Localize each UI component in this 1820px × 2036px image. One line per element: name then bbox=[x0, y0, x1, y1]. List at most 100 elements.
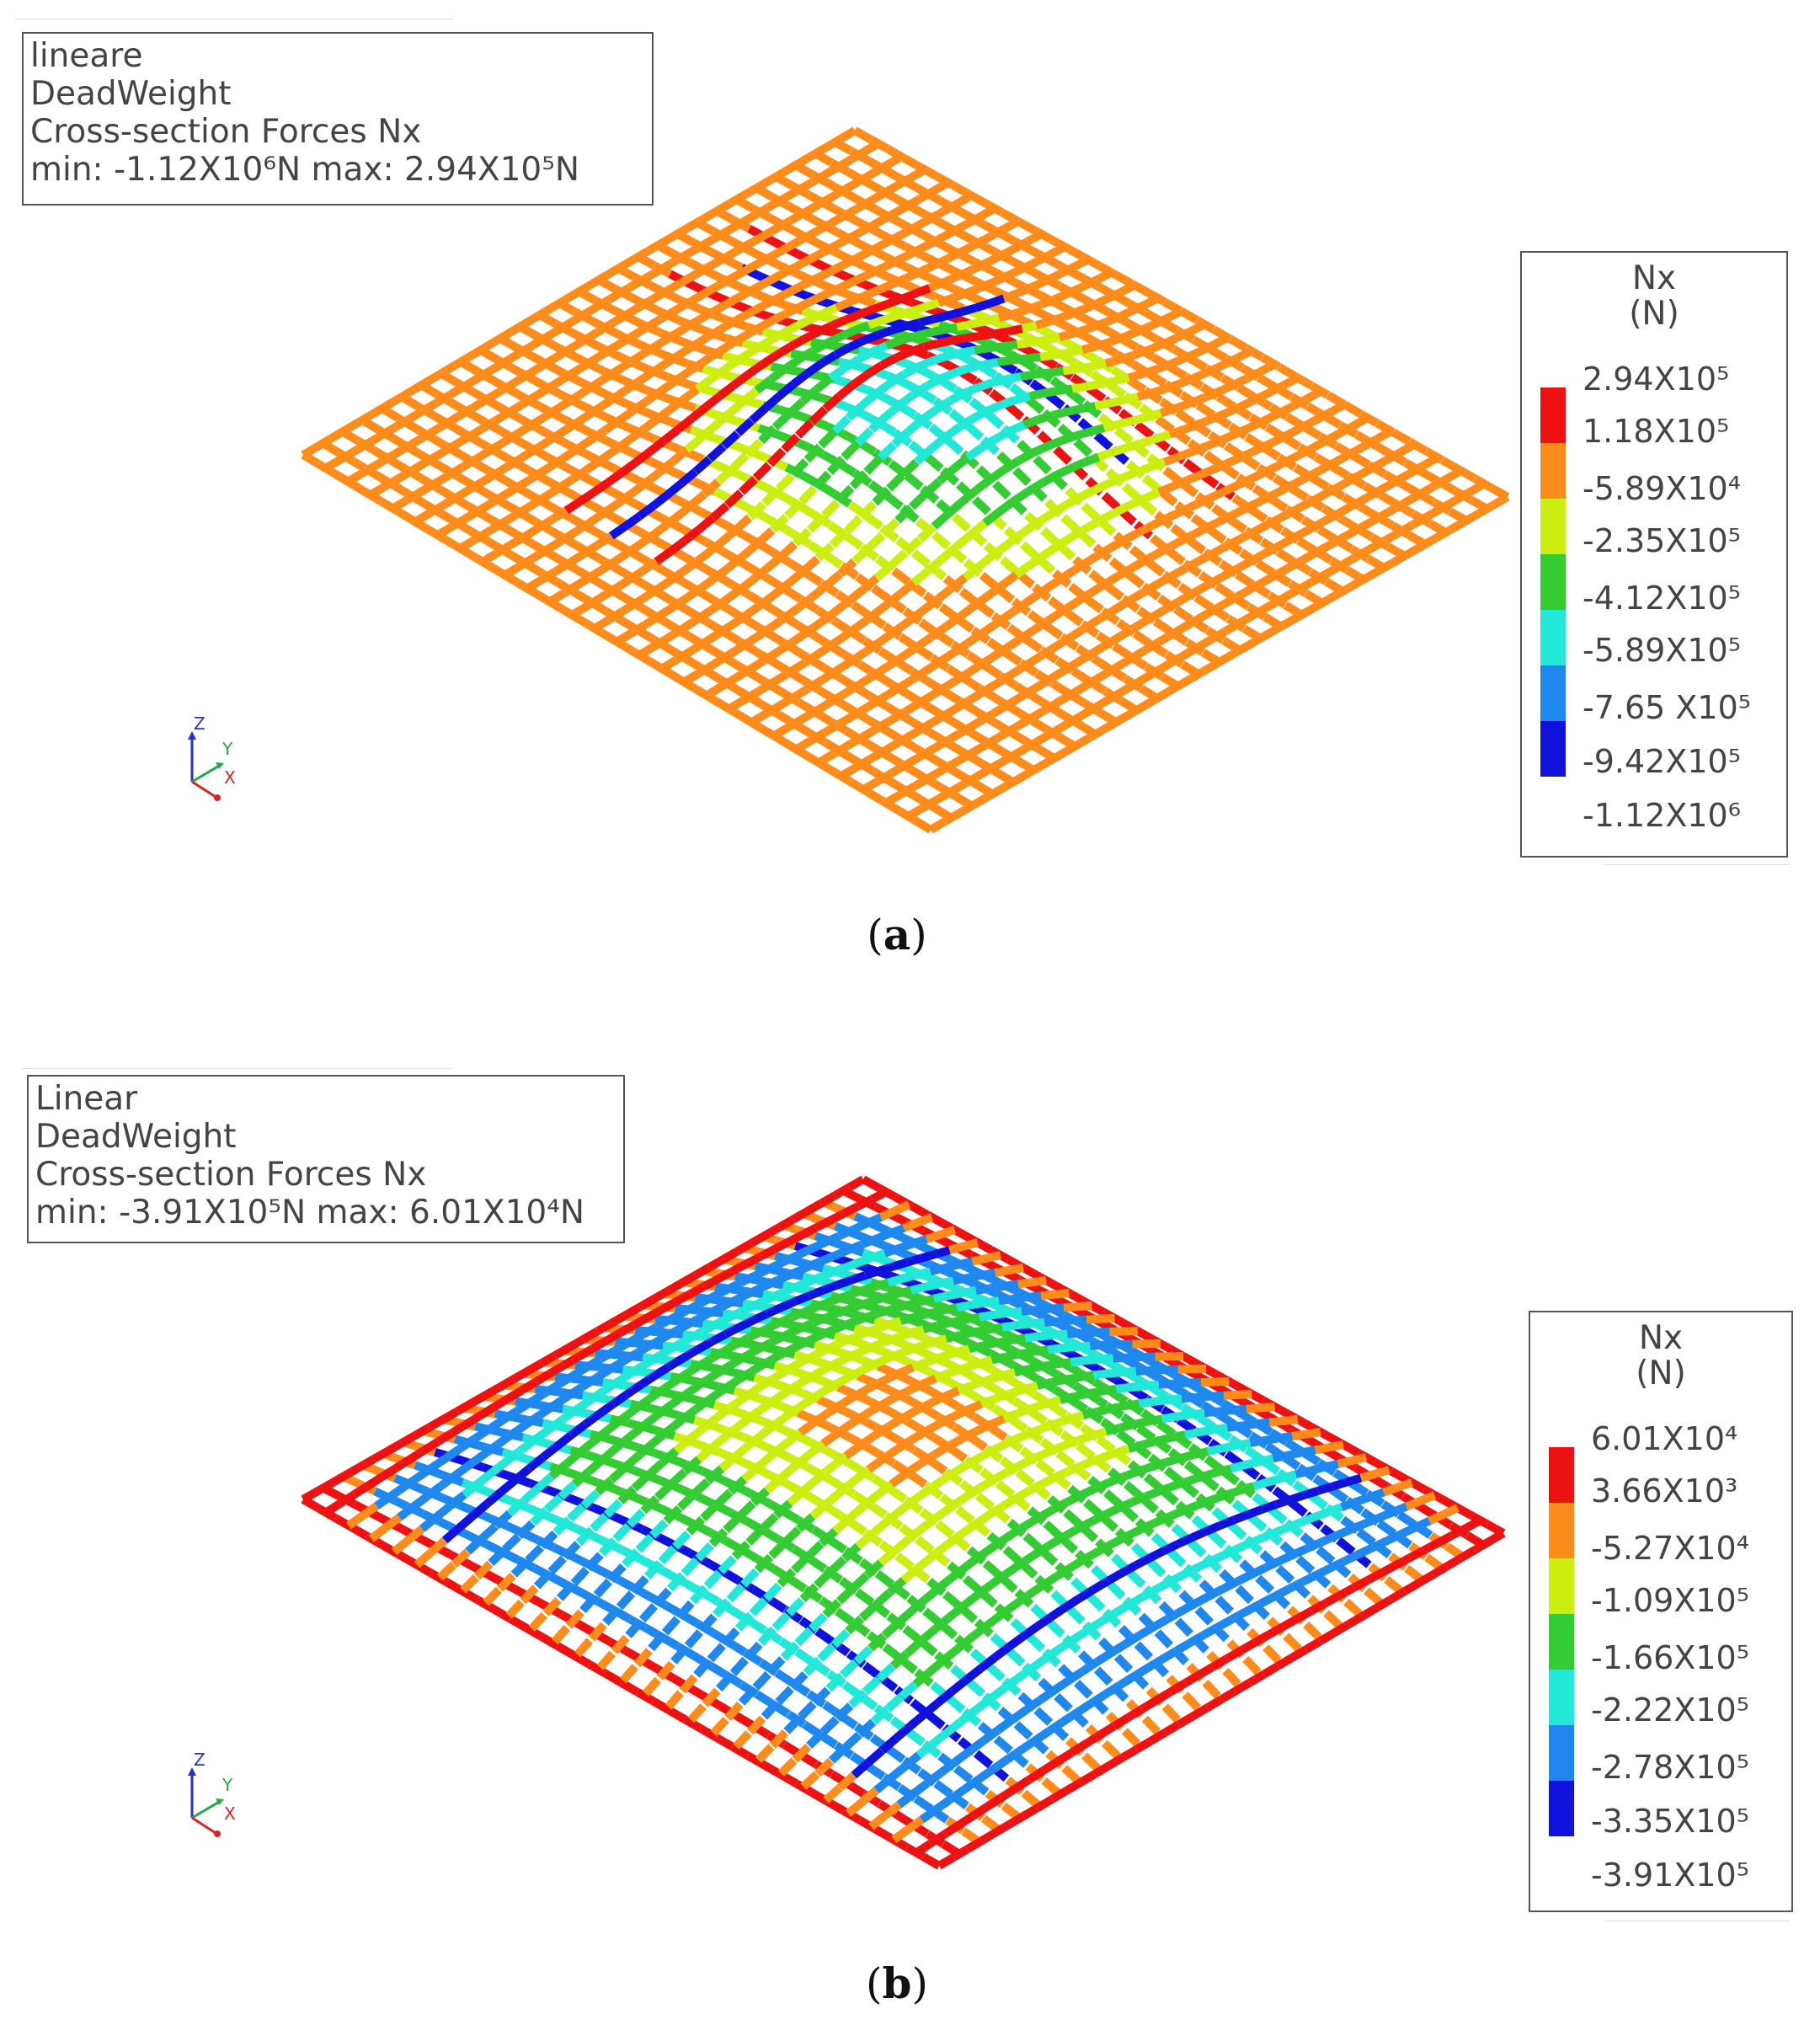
beam-segment bbox=[517, 1452, 536, 1466]
beam-segment bbox=[1150, 1365, 1165, 1375]
beam-segment bbox=[882, 739, 901, 756]
beam-segment bbox=[744, 601, 764, 618]
beam-segment bbox=[496, 459, 515, 476]
beam-segment bbox=[971, 1512, 990, 1529]
beam-segment bbox=[1202, 1679, 1225, 1702]
beam-segment bbox=[953, 696, 973, 713]
beam-segment bbox=[1155, 415, 1177, 435]
beam-segment bbox=[428, 1568, 449, 1586]
beam-segment bbox=[1000, 396, 1017, 409]
beam-segment bbox=[833, 1702, 854, 1723]
beam-segment bbox=[825, 135, 844, 151]
beam-segment bbox=[847, 336, 866, 351]
beam-segment bbox=[1111, 1713, 1130, 1730]
beam-segment bbox=[960, 1591, 980, 1610]
beam-segment bbox=[1181, 1501, 1199, 1515]
beam-segment bbox=[1071, 1627, 1091, 1643]
beam-segment bbox=[862, 286, 881, 300]
beam-segment bbox=[1116, 1429, 1138, 1448]
beam-segment bbox=[1160, 539, 1179, 555]
beam-segment bbox=[771, 1286, 788, 1301]
beam-segment bbox=[689, 1358, 708, 1375]
beam-segment bbox=[841, 1259, 858, 1273]
beam-segment bbox=[723, 292, 742, 308]
beam-segment bbox=[1054, 464, 1072, 479]
beam-segment bbox=[1388, 1587, 1407, 1604]
beam-segment bbox=[1210, 1654, 1229, 1671]
beam-segment bbox=[845, 1287, 862, 1301]
beam-segment bbox=[1257, 1592, 1277, 1608]
beam-segment bbox=[912, 774, 931, 790]
beam-segment bbox=[650, 1697, 671, 1714]
beam-segment bbox=[382, 1514, 403, 1531]
beam-segment bbox=[831, 1374, 851, 1390]
beam-segment bbox=[728, 1656, 749, 1678]
beam-segment bbox=[715, 465, 735, 485]
beam-segment bbox=[433, 1502, 453, 1521]
beam-segment bbox=[614, 1590, 636, 1612]
beam-segment bbox=[673, 503, 693, 521]
legend-tick: -5.27X10⁴ bbox=[1591, 1530, 1749, 1567]
beam-segment bbox=[1156, 1419, 1177, 1439]
beam-segment bbox=[928, 1392, 947, 1408]
beam-segment bbox=[914, 1399, 932, 1414]
beam-segment bbox=[346, 1512, 366, 1530]
beam-segment bbox=[1193, 636, 1214, 652]
beam-segment bbox=[1448, 518, 1467, 534]
beam-segment bbox=[848, 470, 869, 491]
beam-segment bbox=[1116, 1382, 1131, 1393]
beam-segment bbox=[889, 1650, 910, 1670]
beam-segment bbox=[562, 1353, 580, 1370]
beam-segment bbox=[1329, 462, 1351, 480]
beam-segment bbox=[659, 1616, 681, 1638]
beam-segment bbox=[714, 275, 734, 291]
beam-segment bbox=[910, 1282, 926, 1295]
beam-segment bbox=[844, 310, 862, 324]
beam-segment bbox=[504, 1599, 525, 1621]
beam-segment bbox=[1127, 1353, 1142, 1362]
beam-segment bbox=[1351, 414, 1370, 430]
beam-segment bbox=[1065, 1491, 1083, 1506]
beam-segment bbox=[726, 398, 746, 418]
beam-segment bbox=[606, 468, 625, 486]
beam-segment bbox=[548, 1461, 568, 1480]
beam-segment bbox=[979, 277, 996, 291]
beam-segment bbox=[791, 370, 810, 387]
beam-segment bbox=[608, 1464, 628, 1483]
beam-segment bbox=[402, 1473, 421, 1490]
beam-segment bbox=[617, 1321, 637, 1337]
beam-segment bbox=[547, 1361, 567, 1377]
beam-segment bbox=[953, 1765, 975, 1784]
beam-segment bbox=[755, 1339, 773, 1355]
beam-segment bbox=[640, 1323, 659, 1339]
beam-segment bbox=[1198, 340, 1216, 355]
beam-segment bbox=[968, 687, 987, 704]
beam-segment bbox=[979, 1829, 998, 1845]
beam-segment bbox=[867, 190, 886, 206]
beam-segment bbox=[343, 1463, 361, 1479]
beam-segment bbox=[1123, 327, 1141, 341]
beam-segment bbox=[518, 1584, 539, 1606]
beam-segment bbox=[1467, 480, 1486, 496]
legend-tick: -1.66X10⁵ bbox=[1591, 1639, 1749, 1676]
beam-segment bbox=[582, 1410, 602, 1429]
beam-segment bbox=[970, 592, 990, 611]
beam-segment bbox=[659, 1297, 679, 1313]
beam-segment bbox=[831, 597, 851, 616]
beam-segment bbox=[812, 1408, 831, 1426]
beam-segment bbox=[1189, 1408, 1205, 1419]
beam-segment bbox=[1314, 1443, 1331, 1455]
beam-segment bbox=[1386, 500, 1406, 516]
info-line-range: min: -1.12X10⁶N max: 2.94X10⁵N bbox=[30, 151, 580, 189]
beam-segment bbox=[796, 1408, 816, 1424]
beam-segment bbox=[848, 226, 867, 242]
beam-segment bbox=[572, 308, 590, 324]
beam-segment bbox=[922, 1420, 942, 1436]
beam-segment bbox=[986, 1686, 1006, 1703]
beam-segment bbox=[783, 662, 803, 679]
beam-segment bbox=[833, 343, 852, 359]
beam-segment bbox=[977, 1476, 996, 1493]
beam-segment bbox=[416, 1534, 437, 1550]
beam-segment bbox=[761, 1761, 782, 1778]
beam-segment bbox=[839, 1659, 859, 1680]
